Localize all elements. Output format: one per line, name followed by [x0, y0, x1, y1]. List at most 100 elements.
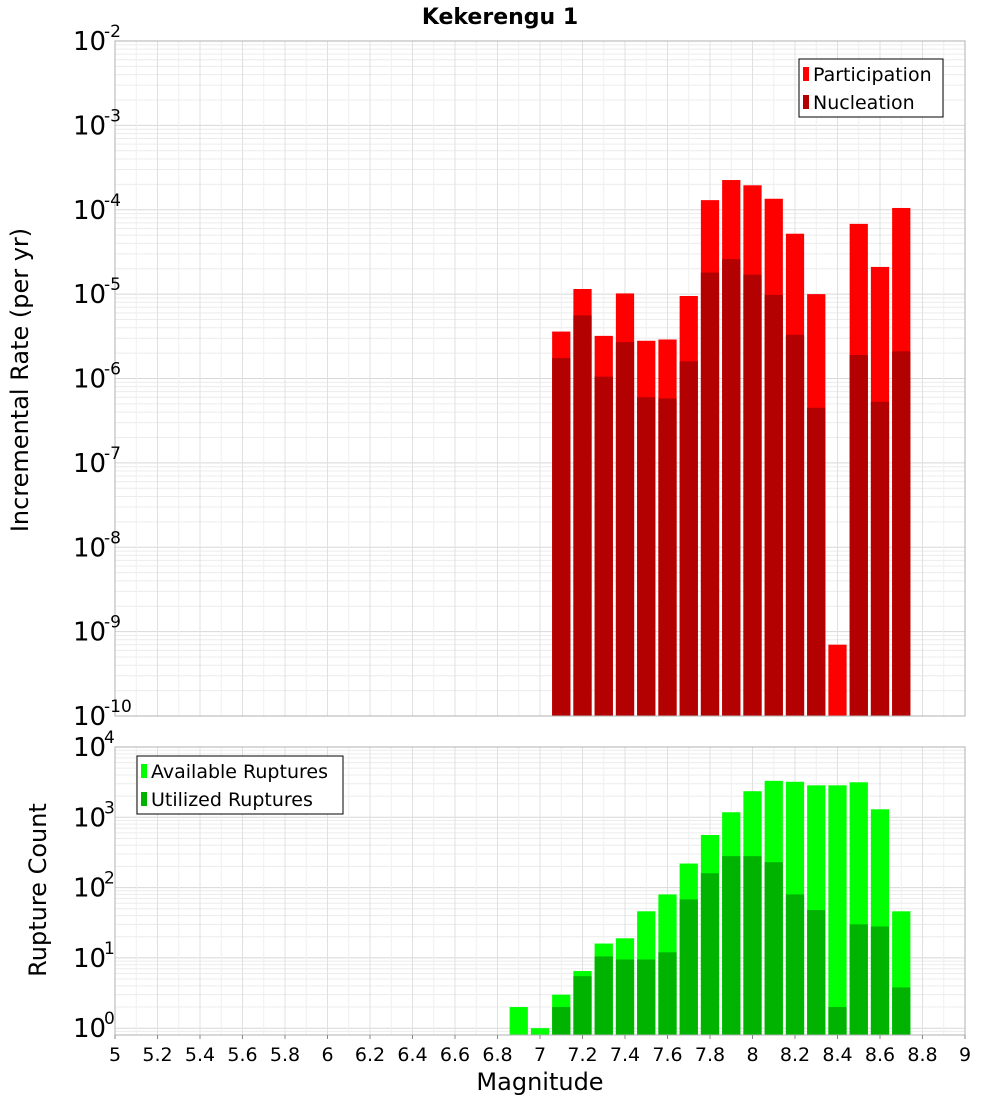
bottom-legend-label: Utilized Ruptures	[151, 789, 313, 811]
x-ticks: 5 5.2 5.4 5.6 5.8 6 6.2 6.4 6.6 6.8 7 7.2 7.4 7.6 7.8 8…	[109, 1035, 971, 1066]
x-tick-label: 5	[109, 1044, 121, 1066]
bottom-bar-utilized-ruptures	[764, 862, 783, 1035]
top-y-tick-label: 10	[73, 702, 106, 732]
bottom-bar-utilized-ruptures	[700, 873, 720, 1035]
top-bar-nucleation	[722, 259, 741, 716]
top-legend-label: Participation	[813, 64, 932, 86]
bottom-bar-utilized-ruptures	[870, 926, 890, 1035]
top-y-tick-exponent: -5	[104, 275, 121, 295]
bottom-bar-utilized-ruptures	[785, 894, 805, 1035]
bottom-legend-box	[136, 755, 344, 815]
top-y-tick-exponent: -9	[104, 613, 121, 633]
top-bar-nucleation	[785, 334, 805, 716]
top-y-tick-exponent: -6	[104, 360, 121, 380]
top-bar-nucleation	[849, 354, 868, 716]
bottom-bar-utilized-ruptures	[552, 1007, 571, 1035]
top-y-tick-label: 10	[73, 27, 106, 57]
bottom-legend-swatch	[141, 792, 147, 806]
top-y-tick-exponent: -4	[104, 191, 121, 211]
top-bar-nucleation	[892, 351, 911, 716]
top-y-tick-label: 10	[73, 365, 106, 395]
bottom-legend-label: Available Ruptures	[151, 761, 328, 783]
top-bar-nucleation	[594, 376, 613, 716]
x-tick-label: 7.8	[695, 1044, 725, 1066]
x-tick-label: 6.2	[355, 1044, 385, 1066]
x-tick-label: 6.6	[440, 1044, 470, 1066]
top-bar-nucleation	[764, 294, 783, 716]
top-y-tick-exponent: -2	[104, 22, 121, 42]
top-y-tick-exponent: -10	[104, 697, 132, 717]
x-axis-label: Magnitude	[476, 1068, 603, 1096]
bottom-bar-available-ruptures	[530, 1028, 550, 1035]
top-chart-panel: 10-1010-910-810-710-610-510-410-310-2Par…	[73, 22, 966, 732]
bottom-bar-utilized-ruptures	[573, 976, 592, 1035]
bottom-y-tick-exponent: 1	[104, 939, 115, 959]
bottom-y-tick-exponent: 3	[104, 798, 115, 818]
bottom-series-utilized-ruptures	[552, 856, 911, 1035]
top-y-tick-exponent: -7	[104, 444, 121, 464]
top-y-tick-label: 10	[73, 196, 106, 226]
bottom-y-tick-label: 10	[73, 944, 106, 974]
x-tick-label: 9	[959, 1044, 971, 1066]
bottom-bar-utilized-ruptures	[892, 987, 911, 1035]
top-bar-nucleation	[870, 401, 890, 716]
bottom-bar-utilized-ruptures	[637, 959, 656, 1035]
top-y-tick-exponent: -3	[104, 106, 121, 126]
bottom-bar-utilized-ruptures	[849, 924, 868, 1035]
top-bar-nucleation	[552, 357, 571, 716]
x-tick-label: 7.4	[610, 1044, 640, 1066]
bottom-bar-available-ruptures	[509, 1007, 528, 1035]
bottom-y-axis-label: Rupture Count	[24, 803, 52, 977]
x-tick-label: 5.6	[227, 1044, 257, 1066]
bottom-bar-utilized-ruptures	[679, 899, 698, 1035]
bottom-y-tick-label: 10	[73, 733, 106, 763]
bottom-y-tick-label: 10	[73, 1014, 106, 1044]
top-bar-nucleation	[615, 342, 635, 716]
top-y-tick-exponent: -8	[104, 528, 121, 548]
top-series-nucleation	[552, 259, 911, 716]
bottom-legend-swatch	[141, 764, 147, 778]
top-legend-swatch	[803, 67, 809, 81]
top-legend-swatch	[803, 95, 809, 109]
x-tick-label: 6	[321, 1044, 333, 1066]
bottom-y-tick-exponent: 2	[104, 869, 115, 889]
x-tick-label: 8	[746, 1044, 758, 1066]
bottom-bar-utilized-ruptures	[722, 856, 741, 1035]
top-bar-nucleation	[743, 274, 762, 716]
top-y-tick-label: 10	[73, 111, 106, 141]
bottom-bar-utilized-ruptures	[658, 952, 677, 1035]
x-tick-label: 8.2	[780, 1044, 810, 1066]
x-tick-label: 8.6	[865, 1044, 895, 1066]
top-y-axis-label: Incremental Rate (per yr)	[6, 228, 34, 532]
x-tick-label: 5.2	[142, 1044, 172, 1066]
top-bar-nucleation	[573, 315, 592, 716]
top-legend: Participation Nucleation	[798, 58, 944, 118]
top-y-tick-label: 10	[73, 280, 106, 310]
top-bar-nucleation	[658, 398, 677, 716]
bottom-legend: Available Ruptures Utilized Ruptures	[136, 755, 344, 815]
x-tick-label: 7	[534, 1044, 546, 1066]
x-tick-label: 6.4	[397, 1044, 427, 1066]
chart-title: Kekerengu 1	[422, 5, 578, 30]
top-bar-nucleation	[679, 361, 698, 716]
bottom-y-tick-label: 10	[73, 803, 106, 833]
top-bar-nucleation	[807, 407, 826, 716]
bottom-bar-utilized-ruptures	[807, 910, 826, 1035]
top-bar-participation	[828, 644, 847, 716]
x-tick-label: 8.4	[822, 1044, 852, 1066]
bottom-y-tick-exponent: 0	[104, 1009, 115, 1029]
top-plot-frame	[114, 40, 966, 717]
top-y-tick-label: 10	[73, 449, 106, 479]
top-legend-label: Nucleation	[813, 92, 915, 114]
bottom-bar-utilized-ruptures	[828, 1007, 847, 1035]
top-y-tick-label: 10	[73, 533, 106, 563]
bottom-bar-utilized-ruptures	[743, 856, 762, 1035]
top-legend-box	[798, 58, 944, 118]
top-bar-nucleation	[637, 397, 656, 716]
x-tick-label: 7.2	[567, 1044, 597, 1066]
x-tick-label: 8.8	[907, 1044, 937, 1066]
bottom-bar-utilized-ruptures	[615, 959, 635, 1035]
